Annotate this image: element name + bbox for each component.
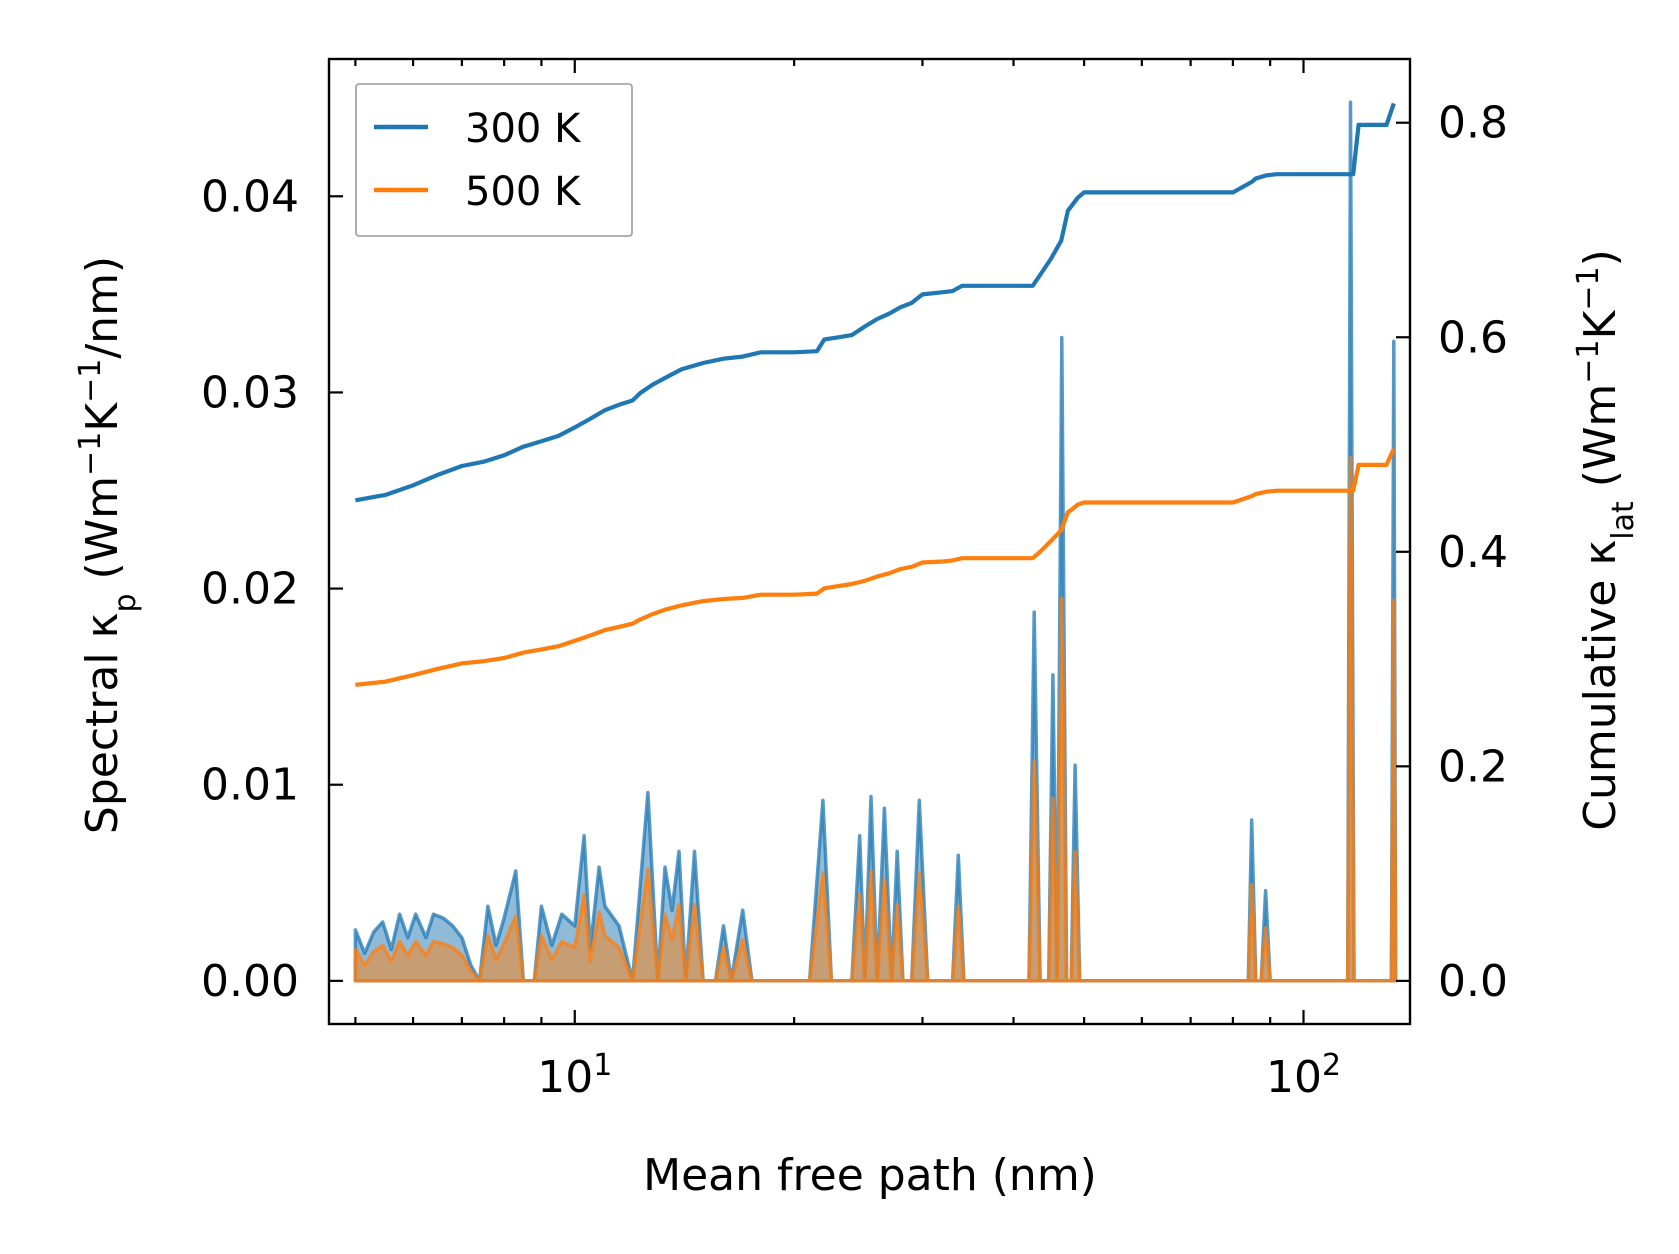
axis-ticks: 0.00 0.01 0.02 0.03 0.04 0.0 0.2 0.4 0.6 0.8 101 10… — [201, 59, 1508, 1103]
y-right-tick-label: 0.6 — [1438, 312, 1508, 363]
y-left-tick-label: 0.02 — [201, 564, 299, 615]
y-right-tick-label: 0.4 — [1438, 527, 1508, 578]
y-axis-right-title: Cumulative κlat (Wm−1K−1) — [1571, 249, 1641, 831]
y-right-tick-label: 0.2 — [1438, 741, 1508, 792]
legend-label-500k: 500 K — [465, 169, 582, 215]
y-axis-left-title: Spectral κp (Wm−1K−1/nm) — [73, 256, 143, 834]
y-left-tick-label: 0.04 — [201, 171, 299, 222]
legend-box — [355, 83, 633, 237]
spectral-area-300k — [353, 100, 1398, 983]
plot-frame — [327, 57, 1412, 1026]
cumulative-line-500k — [355, 447, 1396, 687]
x-tick-label: 101 — [537, 1048, 612, 1104]
y-right-tick-label: 0.0 — [1438, 956, 1508, 1007]
x-tick-label: 102 — [1266, 1048, 1341, 1104]
y-right-tick-label: 0.8 — [1438, 98, 1508, 149]
legend: 300 K 500 K — [355, 83, 633, 237]
legend-label-300k: 300 K — [465, 106, 582, 152]
y-left-tick-label: 0.01 — [201, 760, 299, 811]
y-left-tick-label: 0.00 — [201, 956, 299, 1007]
cumulative-lines — [355, 102, 1396, 687]
y-left-tick-label: 0.03 — [201, 367, 299, 418]
cumulative-line-300k — [355, 102, 1396, 503]
spectral-area-500k — [353, 455, 1398, 983]
x-axis-title: Mean free path (nm) — [643, 1150, 1097, 1201]
spectral-fills — [353, 100, 1398, 983]
